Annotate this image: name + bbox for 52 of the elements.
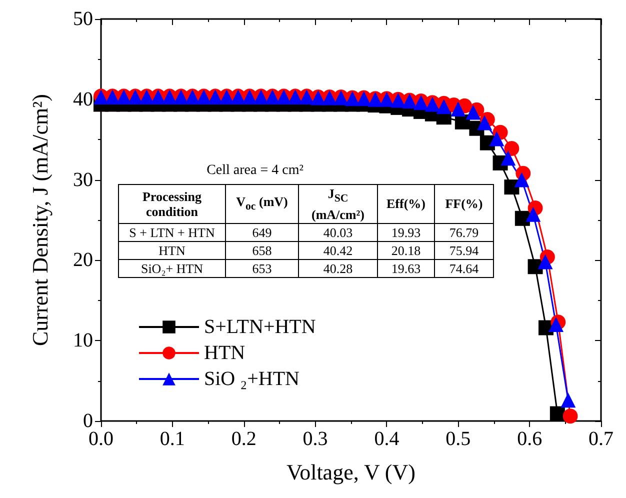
annotation: 40.03 xyxy=(298,223,378,242)
annotation: 75.94 xyxy=(434,241,494,260)
annotation: J$_{SC}$ (mA/cm²) xyxy=(298,184,378,224)
y-tick-label: 20 xyxy=(73,249,93,272)
x-tick-label: 0.3 xyxy=(302,428,328,450)
x-tick-label: 0.4 xyxy=(374,428,400,450)
annotation: 40.42 xyxy=(298,241,378,260)
annotation: Eff(%) xyxy=(378,184,434,224)
annotation: 19.93 xyxy=(378,223,434,242)
annotation: 19.63 xyxy=(378,259,434,278)
y-tick-label: 50 xyxy=(73,8,93,30)
point xyxy=(560,392,576,408)
annotation: SiO₂+ HTN xyxy=(118,259,226,278)
point xyxy=(500,150,516,166)
annotation: 649 xyxy=(226,223,298,242)
legend-label: S+LTN+HTN xyxy=(204,316,316,338)
point xyxy=(538,254,553,270)
legend-label: HTN xyxy=(204,342,246,364)
point xyxy=(562,408,578,424)
annotation: FF(%) xyxy=(434,184,494,224)
y-axis-title: Current Density, J (mA/cm²) xyxy=(28,94,52,346)
y-tick-label: 30 xyxy=(73,168,93,191)
annotation: 653 xyxy=(226,259,298,278)
x-tick-label: 0.6 xyxy=(517,428,542,450)
annotation: 76.79 xyxy=(434,223,494,242)
point xyxy=(436,99,452,114)
x-tick-label: 0.1 xyxy=(160,428,185,450)
annotation: Cell area = 4 cm² xyxy=(206,163,304,178)
x-tick-label: 0.7 xyxy=(588,428,614,450)
annotation: S + LTN + HTN xyxy=(118,223,226,242)
point xyxy=(504,140,520,156)
x-axis-title: Voltage, V (V) xyxy=(286,460,416,484)
annotation: 40.28 xyxy=(298,259,378,278)
annotation: 74.64 xyxy=(434,259,494,278)
point xyxy=(526,206,541,222)
point xyxy=(450,102,466,117)
point xyxy=(489,131,504,146)
y-tick-label: 40 xyxy=(73,88,93,110)
x-tick-label: 0.2 xyxy=(231,428,256,450)
annotation: Processing condition xyxy=(118,184,226,224)
point xyxy=(466,104,481,120)
point xyxy=(550,406,565,422)
annotation: 658 xyxy=(226,241,298,260)
annotation: HTN xyxy=(118,241,226,260)
point xyxy=(477,115,492,130)
x-tick-label: 0.5 xyxy=(446,428,471,450)
annotation: 20.18 xyxy=(378,241,434,260)
annotation: V$_{oc}$ (mV) xyxy=(226,184,298,224)
legend-label: SiO ₂+HTN xyxy=(204,368,300,390)
point xyxy=(514,210,530,226)
y-tick-label: 10 xyxy=(73,330,93,352)
point xyxy=(514,172,530,188)
